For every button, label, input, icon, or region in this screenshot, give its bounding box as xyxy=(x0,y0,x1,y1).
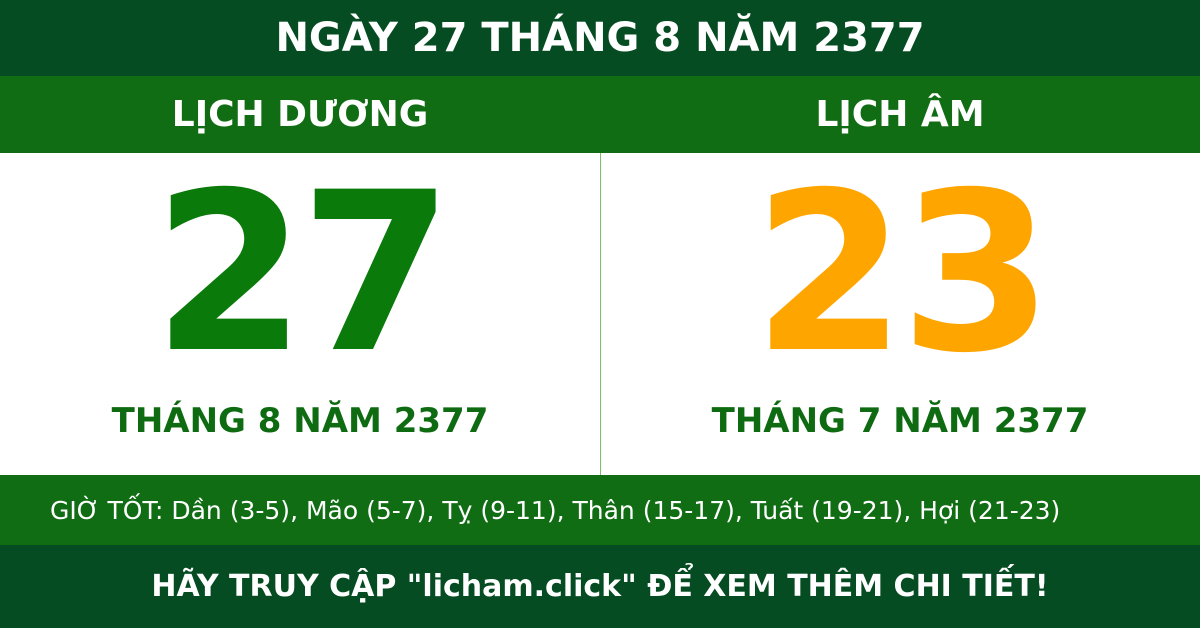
lunar-label: LỊCH ÂM xyxy=(815,94,985,135)
divider xyxy=(600,153,601,475)
solar-panel: 27 THÁNG 8 NĂM 2377 xyxy=(0,153,600,475)
solar-label: LỊCH DƯƠNG xyxy=(171,94,429,135)
good-hours: GIỜ TỐT: Dần (3-5), Mão (5-7), Tỵ (9-11)… xyxy=(0,475,1200,545)
solar-day: 27 xyxy=(152,145,453,401)
solar-month-year: THÁNG 8 NĂM 2377 xyxy=(111,401,489,441)
lunar-day: 23 xyxy=(752,145,1053,401)
title: NGÀY 27 THÁNG 8 NĂM 2377 xyxy=(0,0,1200,76)
lunar-panel: 23 THÁNG 7 NĂM 2377 xyxy=(600,153,1200,475)
lunar-month-year: THÁNG 7 NĂM 2377 xyxy=(711,401,1089,441)
footer: HÃY TRUY CẬP "licham.click" ĐỂ XEM THÊM … xyxy=(0,545,1200,628)
labels: LỊCH DƯƠNG LỊCH ÂM xyxy=(0,76,1200,153)
